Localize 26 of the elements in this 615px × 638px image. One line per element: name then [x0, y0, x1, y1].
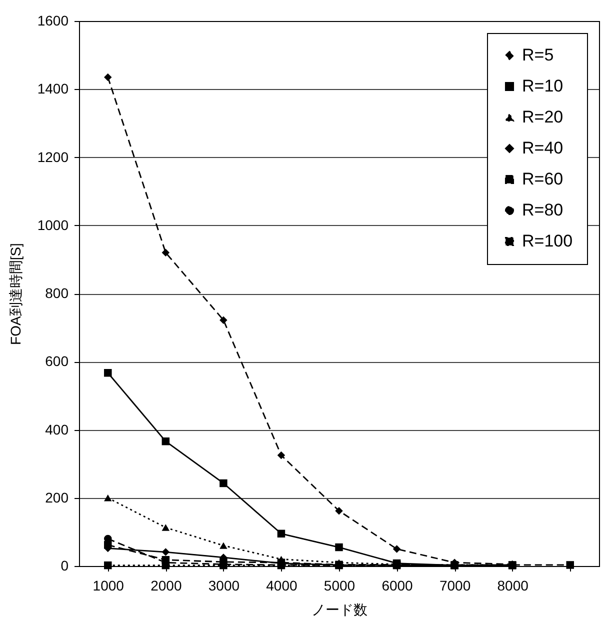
- y-tick-label: 600: [45, 353, 69, 370]
- x-tick-label: 6000: [382, 578, 414, 594]
- legend-label: R=80: [522, 200, 564, 220]
- legend-label: R=10: [522, 76, 564, 96]
- y-tick-label: 200: [45, 489, 69, 506]
- x-axis-title: ノード数: [312, 602, 368, 618]
- legend-label: R=20: [522, 108, 564, 126]
- y-tick-label: 1200: [37, 148, 69, 165]
- x-tick-label: 2000: [150, 578, 182, 594]
- x-tick-label: 7000: [439, 578, 471, 594]
- y-tick-label: 1600: [37, 12, 69, 28]
- x-tick-label: 1000: [92, 578, 124, 594]
- x-tick-label: 4000: [266, 578, 298, 594]
- y-tick-label: 800: [45, 285, 69, 301]
- legend-label: R=40: [522, 138, 564, 158]
- legend-label: R=5: [522, 46, 554, 64]
- y-axis-title: FOA到達時間[S]: [7, 243, 24, 345]
- legend-label: R=60: [522, 170, 564, 188]
- legend-label: R=100: [522, 232, 573, 250]
- x-tick-label: 5000: [324, 578, 356, 594]
- x-tick-label: 8000: [497, 578, 529, 594]
- y-tick-label: 400: [45, 421, 69, 438]
- y-tick-label: 0: [60, 558, 69, 574]
- x-tick-label: 3000: [208, 578, 240, 594]
- y-tick-label: 1000: [37, 216, 69, 233]
- y-tick-label: 1400: [37, 80, 69, 97]
